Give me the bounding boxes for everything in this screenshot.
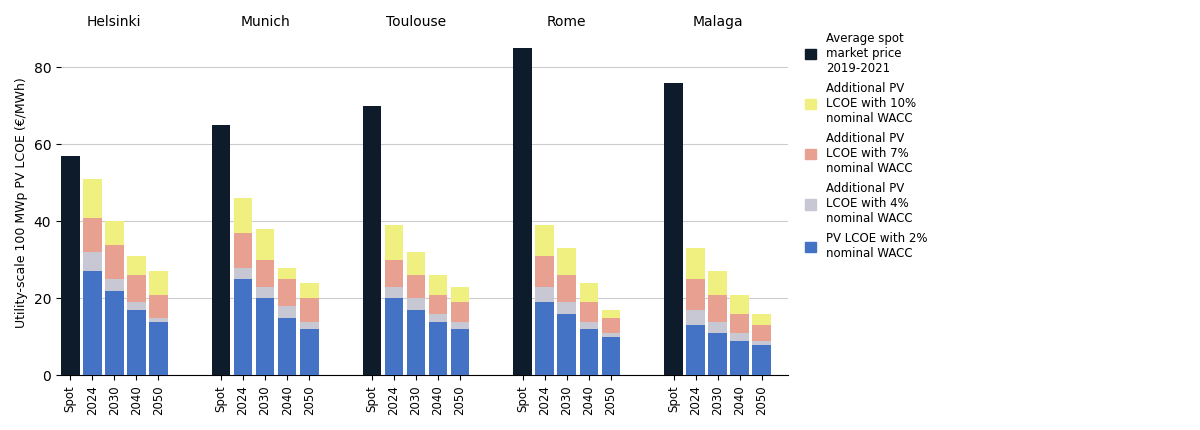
Bar bbox=[686, 249, 704, 279]
Bar bbox=[558, 314, 576, 375]
Bar bbox=[362, 106, 382, 375]
Bar bbox=[256, 229, 275, 260]
Bar bbox=[601, 310, 620, 318]
Bar bbox=[104, 279, 124, 291]
Bar bbox=[731, 295, 749, 314]
Bar bbox=[234, 233, 252, 267]
Bar bbox=[83, 252, 102, 271]
Bar bbox=[428, 295, 448, 314]
Bar bbox=[752, 314, 772, 326]
Bar bbox=[407, 310, 425, 375]
Bar bbox=[83, 179, 102, 218]
Bar bbox=[278, 267, 296, 279]
Bar bbox=[256, 287, 275, 298]
Bar bbox=[278, 279, 296, 306]
Bar bbox=[514, 48, 532, 375]
Bar bbox=[149, 318, 168, 322]
Bar bbox=[61, 156, 79, 375]
Bar bbox=[300, 322, 318, 329]
Bar bbox=[385, 298, 403, 375]
Bar bbox=[83, 271, 102, 375]
Bar bbox=[708, 295, 727, 322]
Bar bbox=[104, 291, 124, 375]
Bar bbox=[558, 302, 576, 314]
Bar bbox=[127, 275, 145, 302]
Bar bbox=[686, 326, 704, 375]
Bar bbox=[127, 256, 145, 275]
Bar bbox=[451, 302, 469, 322]
Bar bbox=[686, 310, 704, 326]
Bar bbox=[535, 225, 554, 256]
Bar bbox=[686, 279, 704, 310]
Bar bbox=[731, 314, 749, 333]
Bar bbox=[580, 283, 598, 302]
Bar bbox=[278, 306, 296, 318]
Bar bbox=[601, 333, 620, 337]
Bar bbox=[451, 329, 469, 375]
Bar bbox=[601, 337, 620, 375]
Bar bbox=[300, 283, 318, 298]
Bar bbox=[234, 198, 252, 233]
Text: Munich: Munich bbox=[240, 15, 290, 29]
Bar bbox=[127, 302, 145, 310]
Bar bbox=[731, 341, 749, 375]
Bar bbox=[149, 295, 168, 318]
Bar bbox=[300, 298, 318, 322]
Bar bbox=[451, 287, 469, 302]
Text: Toulouse: Toulouse bbox=[386, 15, 446, 29]
Bar bbox=[752, 341, 772, 344]
Bar bbox=[211, 125, 230, 375]
Bar bbox=[104, 245, 124, 279]
Bar bbox=[580, 322, 598, 329]
Bar bbox=[300, 329, 318, 375]
Bar bbox=[665, 83, 683, 375]
Bar bbox=[535, 256, 554, 287]
Bar bbox=[127, 310, 145, 375]
Text: Malaga: Malaga bbox=[692, 15, 743, 29]
Bar bbox=[428, 322, 448, 375]
Bar bbox=[580, 329, 598, 375]
Text: Rome: Rome bbox=[547, 15, 587, 29]
Bar bbox=[558, 275, 576, 302]
Bar bbox=[407, 275, 425, 298]
Bar bbox=[708, 271, 727, 295]
Bar bbox=[407, 252, 425, 275]
Bar bbox=[708, 333, 727, 375]
Bar bbox=[752, 344, 772, 375]
Bar bbox=[385, 287, 403, 298]
Legend: Average spot
market price
2019-2021, Additional PV
LCOE with 10%
nominal WACC, A: Average spot market price 2019-2021, Add… bbox=[802, 28, 931, 264]
Bar bbox=[256, 260, 275, 287]
Text: Helsinki: Helsinki bbox=[88, 15, 142, 29]
Bar bbox=[104, 221, 124, 245]
Bar bbox=[149, 271, 168, 295]
Bar bbox=[580, 302, 598, 322]
Bar bbox=[407, 298, 425, 310]
Bar bbox=[535, 287, 554, 302]
Bar bbox=[149, 322, 168, 375]
Bar bbox=[428, 314, 448, 322]
Bar bbox=[385, 225, 403, 260]
Bar bbox=[731, 333, 749, 341]
Bar bbox=[558, 249, 576, 275]
Bar bbox=[601, 318, 620, 333]
Bar bbox=[752, 326, 772, 341]
Bar bbox=[535, 302, 554, 375]
Bar bbox=[234, 279, 252, 375]
Y-axis label: Utility-scale 100 MWp PV LCOE (€/MWh): Utility-scale 100 MWp PV LCOE (€/MWh) bbox=[16, 77, 28, 328]
Bar bbox=[708, 322, 727, 333]
Bar bbox=[428, 275, 448, 295]
Bar bbox=[234, 267, 252, 279]
Bar bbox=[256, 298, 275, 375]
Bar bbox=[278, 318, 296, 375]
Bar bbox=[385, 260, 403, 287]
Bar bbox=[451, 322, 469, 329]
Bar bbox=[83, 218, 102, 252]
